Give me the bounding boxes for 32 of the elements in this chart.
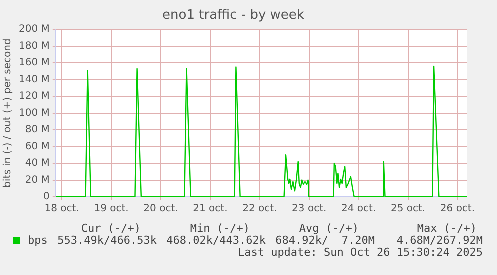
y-tick-label: 180 M — [18, 40, 50, 52]
text: Avg (-/+) — [299, 222, 359, 235]
x-tick-label: 25 oct. — [390, 204, 426, 215]
y-tick-label: 160 M — [18, 58, 50, 69]
x-tick-label: 21 oct. — [193, 204, 228, 215]
y-tick-label: 120 M — [18, 91, 50, 102]
text: Min (-/+) — [190, 222, 250, 235]
x-tick-label: 24 oct. — [342, 204, 376, 215]
text: 553.49k/466.53k — [58, 234, 157, 247]
text: Last update: Sun Oct 26 15:30:24 2025 — [238, 246, 483, 259]
y-tick-label: 140 M — [18, 74, 50, 86]
text: 468.02k/443.62k — [166, 234, 266, 247]
x-tick-label: 18 oct. — [44, 204, 80, 215]
text: 4.68M/267.92M — [396, 234, 483, 247]
y-tick-label: 100 M — [18, 108, 50, 119]
y-tick-label: 200 M — [18, 24, 50, 36]
y-tick-label: 80 M — [25, 124, 50, 136]
x-tick-label: 26 oct. — [440, 204, 476, 215]
y-tick-label: 60 M — [25, 141, 50, 152]
text: Max (-/+) — [417, 222, 477, 235]
legend-label: bps — [28, 234, 48, 247]
y-axis-title: bits in (-) / out (+) per second — [2, 38, 14, 188]
x-tick-label: 20 oct. — [144, 204, 178, 215]
x-tick-label: 23 oct. — [292, 204, 327, 215]
y-tick-label: 20 M — [25, 174, 50, 186]
text: 684.92k/ 7.20M — [276, 234, 375, 247]
x-tick-label: 22 oct. — [242, 204, 278, 215]
text: Cur (-/+) — [81, 222, 141, 235]
chart-title: eno1 traffic - by week — [162, 8, 305, 24]
x-tick-label: 19 oct. — [94, 204, 129, 215]
y-tick-label: 40 M — [25, 158, 50, 170]
y-tick-label: 0 — [44, 192, 50, 203]
